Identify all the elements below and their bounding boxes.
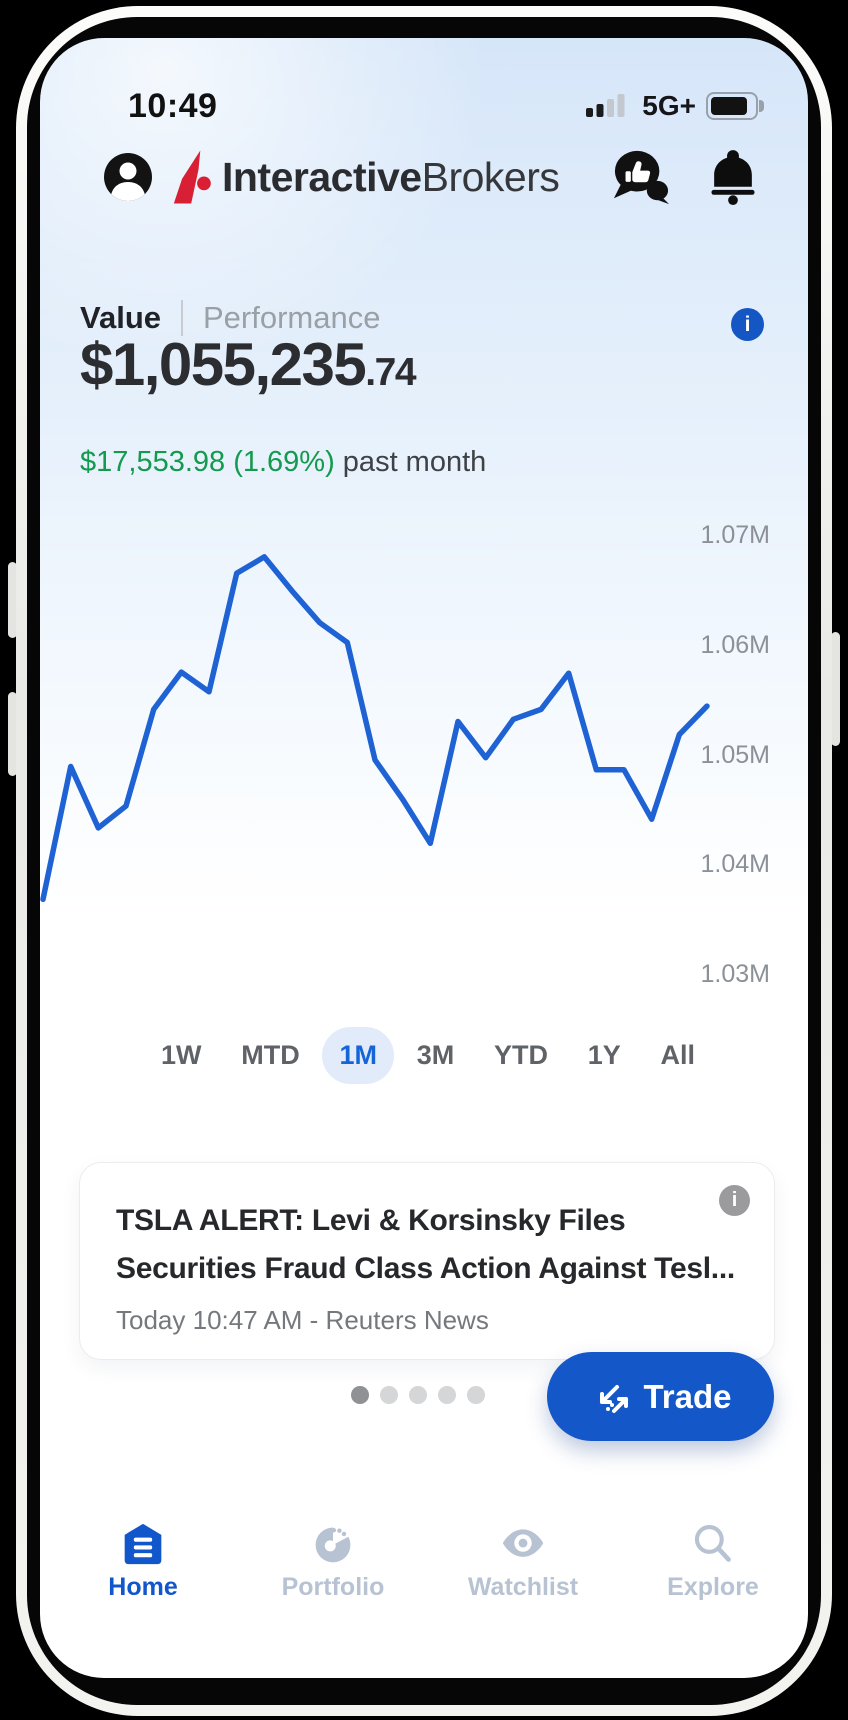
trade-button[interactable]: Trade	[547, 1352, 774, 1441]
watchlist-icon	[502, 1529, 544, 1557]
nav-item-home[interactable]: Home	[48, 1522, 238, 1602]
range-option-3m[interactable]: 3M	[416, 1039, 455, 1070]
account-avatar-icon[interactable]	[104, 153, 152, 201]
news-title-line1: TSLA ALERT: Levi & Korsinsky Files	[116, 1204, 626, 1237]
tab-divider	[181, 300, 183, 336]
portfolio-chart[interactable]: 1.07M 1.06M 1.05M 1.04M 1.03M	[40, 478, 808, 1038]
carousel-dot-2[interactable]	[380, 1386, 398, 1404]
line-chart[interactable]	[40, 478, 808, 1038]
bottom-navigation: Home Portfolio Watchlist Explore	[48, 1522, 808, 1602]
news-meta: Today 10:47 AM - Reuters News	[116, 1305, 489, 1335]
y-axis-tick: 1.05M	[700, 741, 770, 769]
portfolio-icon	[315, 1527, 351, 1563]
carousel-dots	[351, 1386, 485, 1404]
range-option-1y[interactable]: 1Y	[587, 1039, 621, 1070]
carousel-dot-4[interactable]	[438, 1386, 456, 1404]
portfolio-value-cents: .74	[365, 351, 416, 394]
brand-name-regular: Brokers	[421, 153, 560, 200]
brand-logo: Interactive Brokers	[172, 148, 560, 206]
app-screen: 10:49 5G+	[40, 38, 808, 1678]
brand-name-bold: Interactive	[222, 153, 422, 200]
nav-item-portfolio[interactable]: Portfolio	[238, 1522, 428, 1602]
change-amount: $17,553.98 (1.69%)	[80, 446, 335, 478]
home-icon	[124, 1523, 162, 1565]
portfolio-info-icon[interactable]: i	[731, 308, 764, 341]
portfolio-change: $17,553.98 (1.69%) past month	[80, 446, 486, 479]
nav-item-explore[interactable]: Explore	[618, 1522, 808, 1602]
carousel-dot-5[interactable]	[467, 1386, 485, 1404]
trade-button-label: Trade	[643, 1377, 732, 1415]
y-axis-tick: 1.06M	[700, 631, 770, 659]
network-type: 5G+	[642, 90, 696, 121]
nav-label: Explore	[667, 1573, 759, 1601]
volume-up-button	[8, 562, 17, 638]
portfolio-value-dollars: $1,055,235	[80, 331, 367, 398]
carousel-dot-3[interactable]	[409, 1386, 427, 1404]
signal-strength-icon	[586, 94, 625, 117]
range-option-1w[interactable]: 1W	[161, 1039, 202, 1070]
range-selector: 1W MTD 1M 3M YTD 1Y All	[144, 1026, 712, 1084]
carousel-dot-1[interactable]	[351, 1386, 369, 1404]
status-indicators: 5G+	[586, 90, 764, 122]
range-option-all[interactable]: All	[660, 1039, 695, 1070]
nav-label: Home	[108, 1573, 178, 1601]
app-header: Interactive Brokers	[104, 138, 758, 216]
volume-down-button	[8, 692, 17, 776]
range-option-mtd[interactable]: MTD	[241, 1039, 300, 1070]
nav-label: Watchlist	[467, 1573, 579, 1601]
power-button	[831, 632, 840, 746]
feedback-chat-icon[interactable]	[612, 149, 670, 205]
clock: 10:49	[128, 86, 218, 125]
notifications-bell-icon[interactable]	[708, 149, 758, 205]
news-title-line2: Securities Fraud Class Action Against Te…	[116, 1252, 735, 1285]
chart-line	[40, 554, 710, 903]
explore-icon	[694, 1524, 731, 1562]
news-card[interactable]: i TSLA ALERT: Levi & Korsinsky Files Sec…	[79, 1162, 775, 1360]
y-axis-tick: 1.03M	[700, 960, 770, 988]
status-bar: 10:49 5G+	[128, 84, 764, 128]
ibkr-logo-icon	[173, 150, 211, 204]
tab-value[interactable]: Value	[80, 300, 161, 335]
portfolio-value: $1,055,235.74	[80, 330, 417, 399]
change-period: past month	[334, 446, 487, 478]
summary-tabs: Value Performance	[80, 296, 380, 340]
range-option-1m[interactable]: 1M	[322, 1026, 394, 1084]
battery-icon	[706, 92, 764, 120]
trade-arrows-icon	[600, 1384, 629, 1413]
nav-label: Portfolio	[281, 1573, 385, 1601]
range-option-ytd[interactable]: YTD	[493, 1039, 548, 1070]
tab-performance[interactable]: Performance	[203, 300, 381, 335]
news-info-icon[interactable]: i	[719, 1185, 750, 1216]
y-axis-tick: 1.04M	[700, 850, 770, 878]
nav-item-watchlist[interactable]: Watchlist	[428, 1522, 618, 1602]
y-axis-tick: 1.07M	[700, 521, 770, 549]
